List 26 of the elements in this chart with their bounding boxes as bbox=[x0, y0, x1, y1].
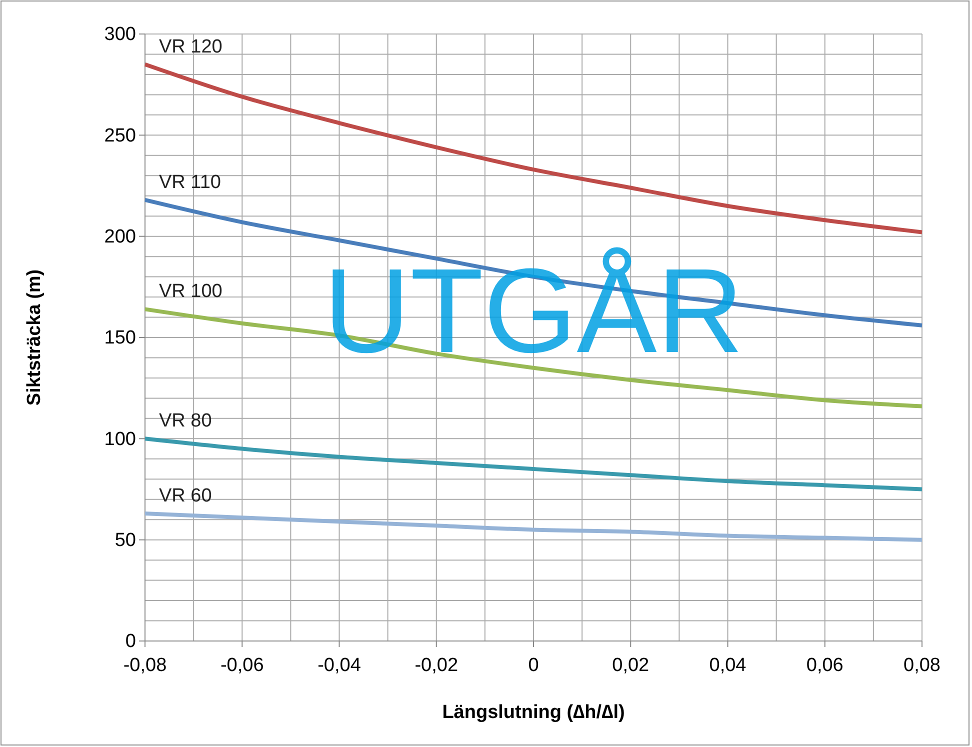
y-tick-label: 300 bbox=[104, 24, 136, 46]
x-axis-title: Längslutning (∆h/∆l) bbox=[442, 702, 625, 723]
line-series bbox=[143, 512, 924, 542]
x-tick-label: -0,04 bbox=[318, 654, 362, 676]
y-tick-label: 0 bbox=[125, 631, 136, 652]
series-label: VR 60 bbox=[159, 486, 212, 507]
series-label: VR 80 bbox=[159, 410, 212, 432]
line-series bbox=[143, 62, 924, 234]
y-tick-label: 250 bbox=[104, 125, 136, 146]
x-tick-label: 0 bbox=[528, 654, 539, 676]
annotation: UTGÅR bbox=[324, 244, 744, 378]
x-tick-label: 0,06 bbox=[806, 654, 844, 676]
x-tick-label: -0,06 bbox=[220, 654, 264, 676]
series-label: VR 100 bbox=[159, 281, 222, 302]
x-tick-label: -0,02 bbox=[414, 654, 458, 676]
y-tick-label: 50 bbox=[114, 530, 136, 551]
x-tick-label: 0,08 bbox=[904, 654, 940, 676]
y-tick-label: 100 bbox=[104, 428, 136, 450]
y-tick-label: 200 bbox=[104, 226, 136, 248]
y-axis-title: Siktsträcka (m) bbox=[24, 269, 45, 406]
x-tick-label: -0,08 bbox=[123, 654, 167, 676]
series-label: VR 120 bbox=[159, 36, 222, 58]
x-tick-label: 0,02 bbox=[612, 654, 650, 676]
x-tick-label: 0,04 bbox=[709, 654, 747, 676]
series-label: VR 110 bbox=[159, 172, 221, 193]
y-tick-label: 150 bbox=[104, 328, 136, 349]
